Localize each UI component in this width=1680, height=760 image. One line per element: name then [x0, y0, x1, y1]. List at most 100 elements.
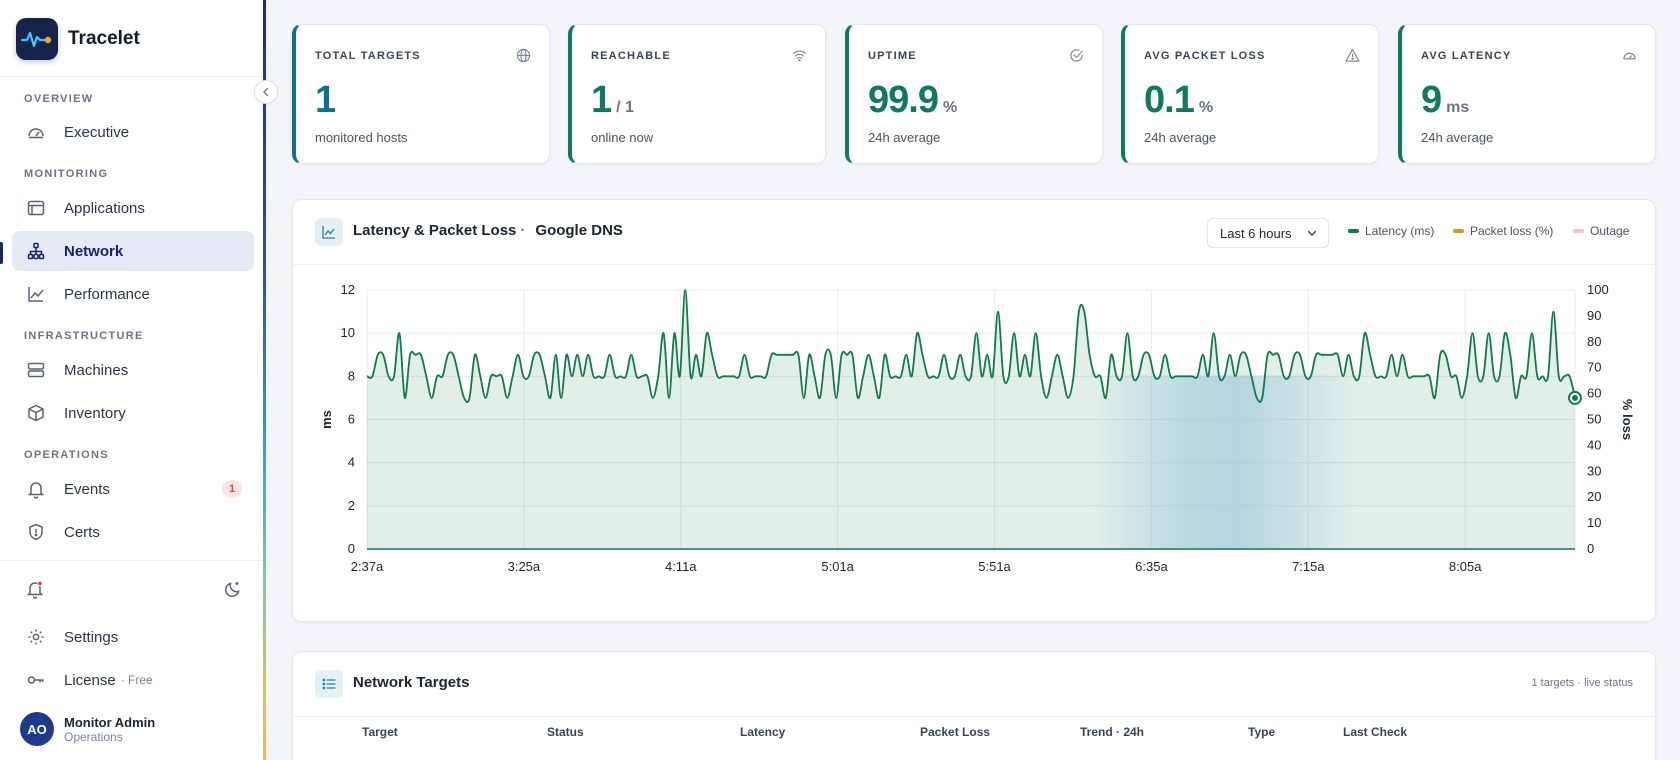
kpi-subtext: online now: [591, 130, 654, 145]
sidebar-item-label: Certs: [64, 523, 100, 541]
legend-latency[interactable]: Latency (ms): [1348, 224, 1434, 238]
kpi-unit: %: [942, 99, 958, 116]
avatar: AO: [20, 712, 54, 746]
kpi-unit: ms: [1446, 99, 1470, 116]
shield-icon: [26, 522, 46, 542]
y-tick-label: 2: [348, 498, 355, 513]
time-range-value: Last 6 hours: [1220, 225, 1292, 241]
column-header-packet-loss[interactable]: Packet Loss: [920, 725, 991, 739]
x-tick-label: 5:01a: [821, 559, 854, 574]
x-tick-label: 5:51a: [978, 559, 1011, 574]
y-tick-label: 8: [348, 368, 355, 383]
sidebar-item-license[interactable]: License · Free: [12, 660, 254, 700]
y2-tick-label: 20: [1587, 489, 1601, 504]
y2-tick-label: 90: [1587, 308, 1601, 323]
chart-title-text: Latency & Packet Loss: [353, 222, 517, 239]
network-targets-panel: Network Targets 1 targets · live status …: [292, 651, 1656, 760]
kpi-label: AVG PACKET LOSS: [1144, 50, 1266, 62]
kpi-total-targets: TOTAL TARGETS 1 monitored hosts: [292, 24, 550, 164]
targets-panel-header: Network Targets 1 targets · live status: [293, 652, 1655, 717]
column-header-trend[interactable]: Trend · 24h: [1080, 725, 1145, 739]
column-header-status[interactable]: Status: [547, 725, 584, 739]
check-circle-icon: [1068, 47, 1084, 63]
sidebar-item-machines[interactable]: Machines: [12, 350, 254, 390]
sidebar-item-applications[interactable]: Applications: [12, 188, 254, 228]
y-tick-label: 0: [348, 541, 355, 556]
y-tick-label: 6: [348, 412, 355, 427]
y2-tick-label: 30: [1587, 463, 1601, 478]
kpi-reachable: REACHABLE 1 / 1 online now: [568, 24, 826, 164]
chart-target-name: Google DNS: [535, 222, 623, 239]
legend-label: Outage: [1590, 224, 1630, 238]
key-icon: [26, 670, 46, 690]
sidebar: Tracelet OVERVIEW Executive MONITORING A…: [0, 0, 264, 760]
sidebar-item-label: Settings: [64, 628, 119, 646]
gear-icon: [26, 627, 46, 647]
kpi-value: 1: [315, 79, 336, 121]
sidebar-item-network[interactable]: Network: [12, 231, 254, 271]
time-range-select[interactable]: Last 6 hours: [1207, 218, 1329, 248]
sidebar-item-events[interactable]: Events 1: [12, 469, 254, 509]
dark-mode-moon-icon[interactable]: [222, 578, 244, 600]
latency-chart[interactable]: 0 2 4 6 8 10 12 0 10 20 30 40 50 60 70 80 90 100 2:37a 3:25…: [293, 265, 1657, 623]
sidebar-item-certs[interactable]: Certs: [12, 512, 254, 552]
notifications-bell-icon[interactable]: [24, 578, 46, 600]
kpi-value: 9: [1421, 79, 1442, 121]
column-header-latency[interactable]: Latency: [740, 725, 786, 739]
latency-chart-panel: Latency & Packet Loss · Google DNS Last …: [292, 199, 1656, 622]
kpi-subtext: monitored hosts: [315, 130, 408, 145]
legend-outage[interactable]: Outage: [1573, 224, 1629, 238]
server-icon: [26, 360, 46, 380]
chart-title: Latency & Packet Loss · Google DNS: [353, 222, 623, 239]
y2-tick-label: 10: [1587, 515, 1601, 530]
column-header-target[interactable]: Target: [362, 725, 398, 739]
x-tick-label: 4:11a: [665, 559, 697, 574]
line-chart-icon: [26, 284, 46, 304]
legend-packet-loss[interactable]: Packet loss (%): [1453, 224, 1553, 238]
outage-band: [1091, 375, 1358, 549]
brand[interactable]: Tracelet: [16, 18, 140, 60]
latency-current-point-core: [1572, 394, 1578, 401]
legend-swatch: [1348, 229, 1359, 233]
user-profile[interactable]: AO Monitor Admin Operations: [20, 712, 155, 746]
kpi-avg-latency: AVG LATENCY 9 ms 24h average: [1398, 24, 1656, 164]
kpi-value: 1: [591, 79, 612, 121]
kpi-value: 0.1: [1144, 79, 1195, 121]
bell-icon: [26, 479, 46, 499]
sidebar-item-executive[interactable]: Executive: [12, 112, 254, 152]
y-tick-label: 4: [348, 455, 355, 470]
y2-tick-label: 80: [1587, 334, 1601, 349]
license-tier: · Free: [120, 673, 153, 687]
y-tick-label: 12: [341, 282, 355, 297]
section-operations: OPERATIONS: [24, 449, 109, 461]
y-axis-title: ms: [319, 410, 334, 429]
sidebar-item-label: Applications: [64, 199, 145, 217]
column-header-type[interactable]: Type: [1248, 725, 1276, 739]
sidebar-item-performance[interactable]: Performance: [12, 274, 254, 314]
column-header-last-check[interactable]: Last Check: [1343, 725, 1408, 739]
sidebar-item-label: Network: [64, 242, 124, 260]
sidebar-item-label: License: [64, 671, 116, 689]
user-name: Monitor Admin: [64, 714, 156, 730]
kpi-label: REACHABLE: [591, 50, 671, 62]
legend-swatch: [1453, 229, 1464, 233]
globe-icon: [515, 47, 531, 63]
section-overview: OVERVIEW: [24, 93, 94, 105]
targets-live-status: 1 targets · live status: [1531, 677, 1634, 689]
collapse-sidebar-button[interactable]: [254, 80, 278, 104]
chevron-left-icon: [263, 87, 269, 97]
x-tick-label: 7:15a: [1292, 559, 1325, 574]
dashboard-gauge-icon: [26, 122, 46, 142]
box-icon: [26, 403, 46, 423]
sidebar-item-inventory[interactable]: Inventory: [12, 393, 254, 433]
app-name: Tracelet: [68, 28, 140, 49]
sidebar-item-settings[interactable]: Settings: [12, 617, 254, 657]
kpi-value: 99.9: [868, 79, 939, 121]
y2-axis-title: % loss: [1620, 399, 1635, 440]
y-tick-label: 10: [341, 325, 355, 340]
latency-line: [366, 289, 1576, 403]
alert-triangle-icon: [1344, 47, 1360, 63]
kpi-label: UPTIME: [868, 50, 917, 62]
chart-panel-header: Latency & Packet Loss · Google DNS Last …: [293, 200, 1655, 265]
kpi-label: TOTAL TARGETS: [315, 50, 421, 62]
